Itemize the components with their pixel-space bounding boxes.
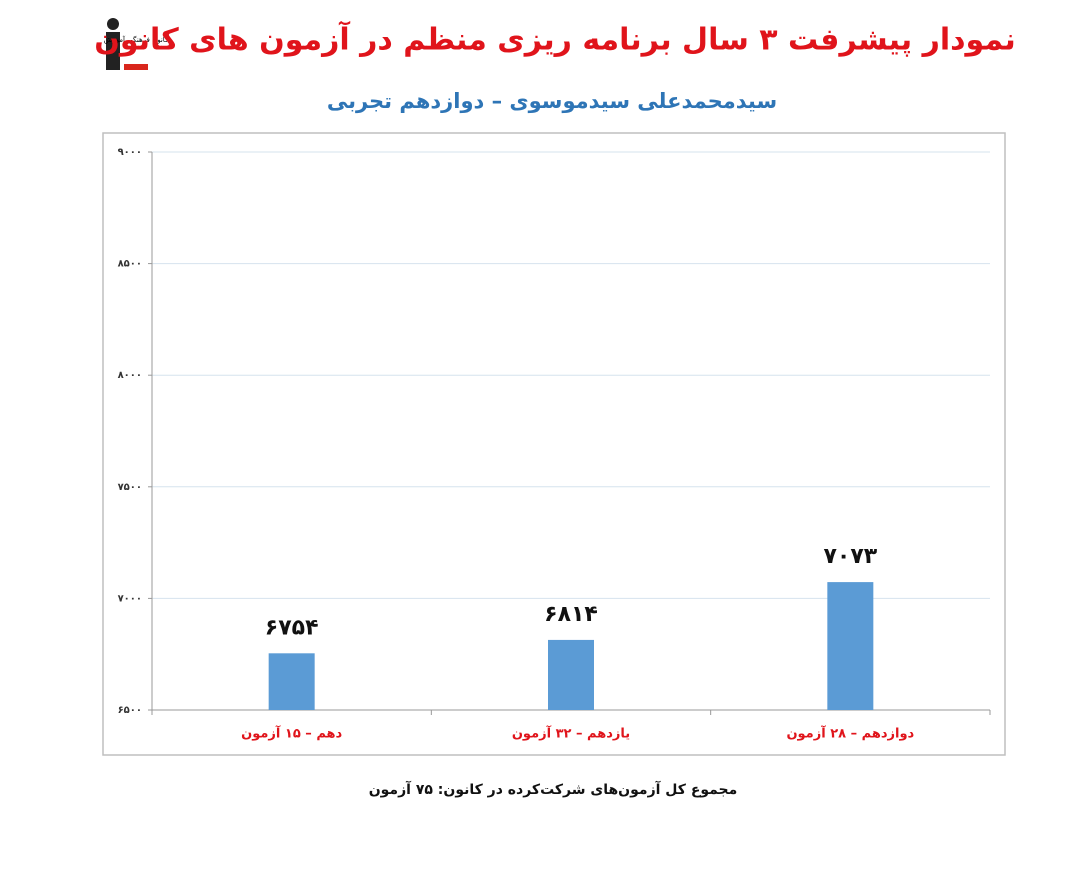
x-tick-label: دهم – ۱۵ آزمون	[241, 725, 342, 742]
x-tick-label: دوازدهم – ۲۸ آزمون	[786, 725, 914, 742]
data-label: ۶۷۵۴	[265, 615, 319, 640]
logo: کانون فرهنگی آموزش	[104, 14, 169, 72]
chart-frame	[102, 132, 1006, 756]
bar	[268, 653, 315, 710]
logo-text: کانون فرهنگی آموزش	[104, 35, 169, 44]
logo-bar	[124, 64, 148, 70]
bar	[827, 582, 874, 710]
chart-subtitle: سیدمحمدعلی سیدموسوی – دوازدهم تجربی	[327, 89, 777, 113]
y-tick-label: ۷۰۰۰	[118, 593, 142, 604]
data-label: ۷۰۷۳	[823, 544, 877, 569]
chart-title: نمودار پیشرفت ۳ سال برنامه ریزی منظم در …	[94, 21, 1015, 58]
y-tick-label: ۹۰۰۰	[118, 147, 142, 158]
data-label: ۶۸۱۴	[544, 602, 598, 627]
x-tick-label: یازدهم – ۳۲ آزمون	[512, 725, 630, 742]
y-tick-label: ۶۵۰۰	[118, 705, 142, 716]
footnote: مجموع کل آزمون‌های شرکت‌کرده در کانون: ۷…	[369, 780, 738, 798]
bar	[548, 639, 594, 710]
y-tick-label: ۸۵۰۰	[118, 259, 142, 270]
y-tick-label: ۷۵۰۰	[118, 482, 142, 493]
y-tick-label: ۸۰۰۰	[118, 370, 142, 381]
logo-head	[107, 18, 119, 30]
logo-body	[106, 32, 120, 70]
